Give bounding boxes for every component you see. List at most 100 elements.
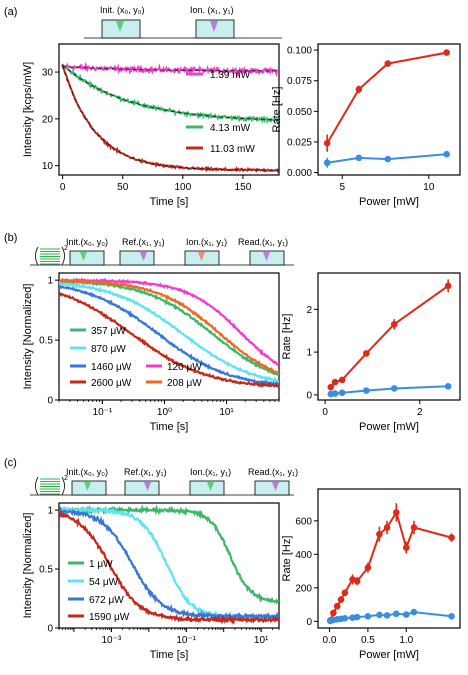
c-rate-point	[410, 524, 418, 531]
c-rate-point	[392, 509, 400, 516]
b-decay-xtick-label: 10⁰	[157, 407, 172, 418]
c-rate-point	[364, 612, 372, 620]
a-rate-point	[384, 155, 392, 163]
a-rate-point	[384, 60, 392, 67]
b-rate-ytick-label: 1	[306, 348, 312, 359]
c-rate-point	[392, 610, 400, 618]
a-decay-ytick-label: 20	[42, 114, 54, 125]
a-rate-point	[323, 139, 331, 147]
a-legend-label: 4.13 mW	[210, 123, 251, 134]
c-legend-label: 1590 μW	[89, 612, 130, 623]
b-rate-point	[390, 321, 398, 328]
c-decay-xtick-label: 10¹	[254, 635, 269, 646]
b-rate-rate-line-1	[330, 385, 449, 395]
a-rate-ylabel: Rate [Hz]	[271, 87, 283, 133]
a-legend-label: 11.03 mW	[210, 144, 255, 155]
a-rate-point	[443, 49, 450, 56]
a-rate-ytick-label: 0.100	[287, 46, 312, 57]
panel-label-b: (b)	[4, 232, 17, 244]
c-rate-point	[448, 534, 455, 541]
b-rate-point	[444, 282, 452, 290]
c-rate-xtick-label: 1.0	[399, 635, 413, 646]
c-rate-point	[341, 614, 349, 622]
c-rate-point	[383, 524, 391, 531]
pulse-sequence-b: 2 Init.(x₀, y₀) Ref.(x₁, y₁) Ion.(x₁, y₁…	[30, 237, 294, 266]
c-decay-ylabel: Intensity [Normalized]	[22, 513, 34, 619]
b-decay-series-5	[59, 277, 279, 375]
a-decay-series-2	[61, 64, 279, 174]
panel-label-c: (c)	[4, 457, 17, 469]
b-rate-point	[338, 389, 346, 397]
green-laser-icon	[80, 252, 87, 261]
c-decay-xtick-label: 10⁻¹	[176, 635, 196, 646]
c-decay-xtick-label: 10⁻³	[101, 635, 121, 646]
c-decay-series-2	[59, 505, 279, 621]
b-rate-plot: 0 2 0 1 2 Power [mW] Rate [Hz]	[281, 272, 461, 433]
c-decay-plot: 10⁻³ 10⁻¹ 10¹ 0 0.5 1 Time [s] Intensity [Norma…	[22, 502, 280, 661]
green-laser-icon	[207, 482, 214, 491]
c-rate-frame	[317, 488, 461, 629]
c-decay-ytick-label: 1	[47, 506, 53, 517]
b-rate-point	[338, 376, 346, 384]
c-rate-point	[376, 611, 383, 619]
seq-c-0: Init.(x₀, y₀)	[66, 467, 108, 477]
c-legend-label: 672 μW	[89, 595, 124, 606]
b-legend-label: 1460 μW	[91, 362, 132, 373]
c-rate-xtick-label: 0.0	[323, 635, 337, 646]
a-rate-ytick-label: 0.000	[287, 168, 312, 179]
a-decay-xtick-label: 150	[235, 182, 252, 193]
repeat-coil-icon	[40, 248, 60, 265]
a-decay-ytick-label: 30	[42, 68, 54, 79]
a-rate-ytick-label: 0.075	[287, 76, 312, 87]
b-decay-ytick-label: 0.5	[39, 336, 53, 347]
seq-c-1: Ref.(x₁, y₁)	[124, 467, 167, 477]
c-rate-ytick-label: 600	[295, 516, 312, 527]
c-rate-point	[341, 589, 349, 597]
c-decay-frame	[58, 502, 280, 629]
violet-laser-icon	[140, 252, 147, 261]
c-legend-label: 54 μW	[89, 577, 119, 588]
b-decay-xtick-label: 10¹	[219, 407, 234, 418]
a-rate-ytick-label: 0.050	[287, 107, 312, 118]
c-rate-point	[353, 577, 361, 585]
b-rate-xlabel: Power [mW]	[359, 421, 419, 433]
b-legend-label: 2600 μW	[91, 378, 132, 389]
violet-laser-icon	[272, 482, 279, 491]
c-decay-ytick-label: 0.5	[39, 565, 53, 576]
b-rate-frame	[317, 272, 461, 401]
panel-label-a: (a)	[4, 6, 17, 18]
a-rate-ytick-label: 0.025	[287, 137, 312, 148]
a-legend-label: 1.39 mW	[210, 70, 251, 81]
a-rate-xlabel: Power [mW]	[359, 196, 419, 208]
c-rate-ylabel: Rate [Hz]	[281, 536, 293, 582]
a-decay-series-group	[61, 61, 279, 174]
a-rate-xtick-label: 10	[423, 182, 435, 193]
a-rate-rate-line-0	[326, 51, 447, 144]
a-rate-xtick-label: 5	[339, 182, 345, 193]
b-decay-xlabel: Time [s]	[150, 421, 189, 433]
c-decay-xlabel: Time [s]	[150, 649, 189, 661]
b-legend-label: 208 μW	[167, 378, 202, 389]
c-rate-plot: 0.0 0.5 1.0 0 200 400 600 Power [mW] Rate [Hz]	[281, 488, 461, 661]
b-decay-series-group	[59, 277, 279, 388]
a-decay-frame	[58, 43, 280, 176]
seq-b-2: Ion.(x₁, y₁)	[186, 237, 227, 247]
a-decay-xtick-label: 0	[60, 182, 66, 193]
b-legend-label: 357 μW	[91, 326, 126, 337]
c-decay-series-3	[59, 509, 279, 625]
b-rate-ylabel: Rate [Hz]	[281, 314, 293, 360]
a-rate-point	[323, 159, 331, 167]
b-decay-series-2	[59, 285, 279, 387]
a-rate-point	[355, 85, 363, 93]
c-decay-series-group	[59, 504, 279, 625]
a-rate-plot: 5 10 0.000 0.025 0.050 0.075 0.100 Power [mW] Ra…	[271, 43, 461, 208]
pulse-sequence-a: Init. (x₀, y₀) Ion. (x₁, y₁)	[84, 5, 282, 39]
b-rate-point	[331, 390, 339, 397]
c-rate-xlabel: Power [mW]	[359, 649, 419, 661]
b-rate-rate-line-0	[330, 284, 449, 388]
c-rate-rate-line-1	[329, 611, 452, 622]
c-rate-ytick-label: 0	[306, 617, 312, 628]
seq-b-3: Read.(x₁, y₁)	[238, 237, 288, 247]
b-rate-point	[362, 387, 370, 394]
a-decay-fit-1	[62, 64, 279, 121]
